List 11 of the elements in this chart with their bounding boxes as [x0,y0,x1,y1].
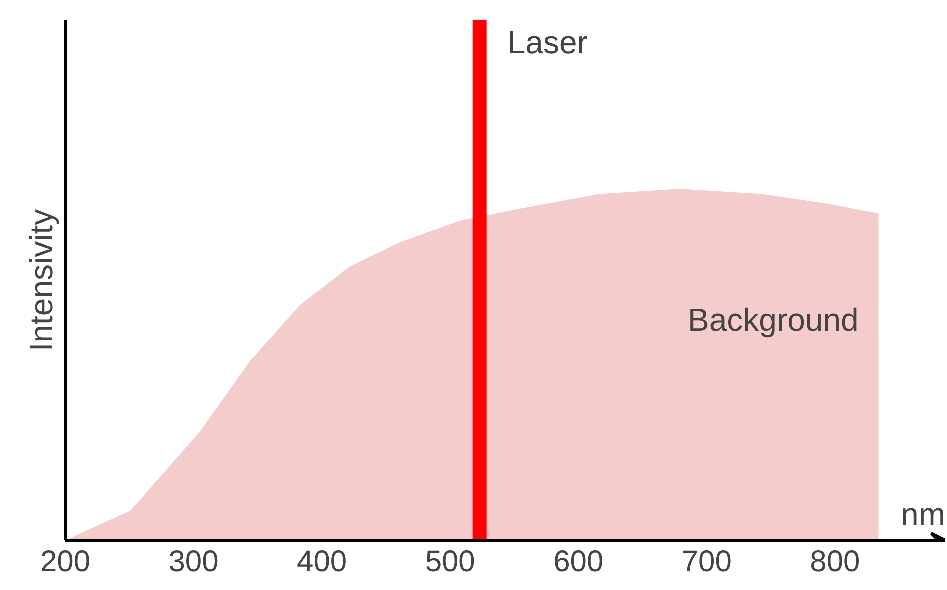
y-axis-title: Intensivity [24,209,60,352]
x-tick-label: 200 [40,546,91,578]
x-axis-title: nm [901,496,946,532]
x-tick-label: 800 [810,546,860,578]
x-tick-label: 400 [297,546,348,578]
x-tick-label: 500 [425,546,476,578]
x-tick-label: 600 [554,546,604,578]
x-tick-label: 300 [168,546,219,578]
series-label: Background [688,302,859,338]
ref-line-label: Laser [508,24,588,60]
x-tick-label: 700 [682,546,732,578]
